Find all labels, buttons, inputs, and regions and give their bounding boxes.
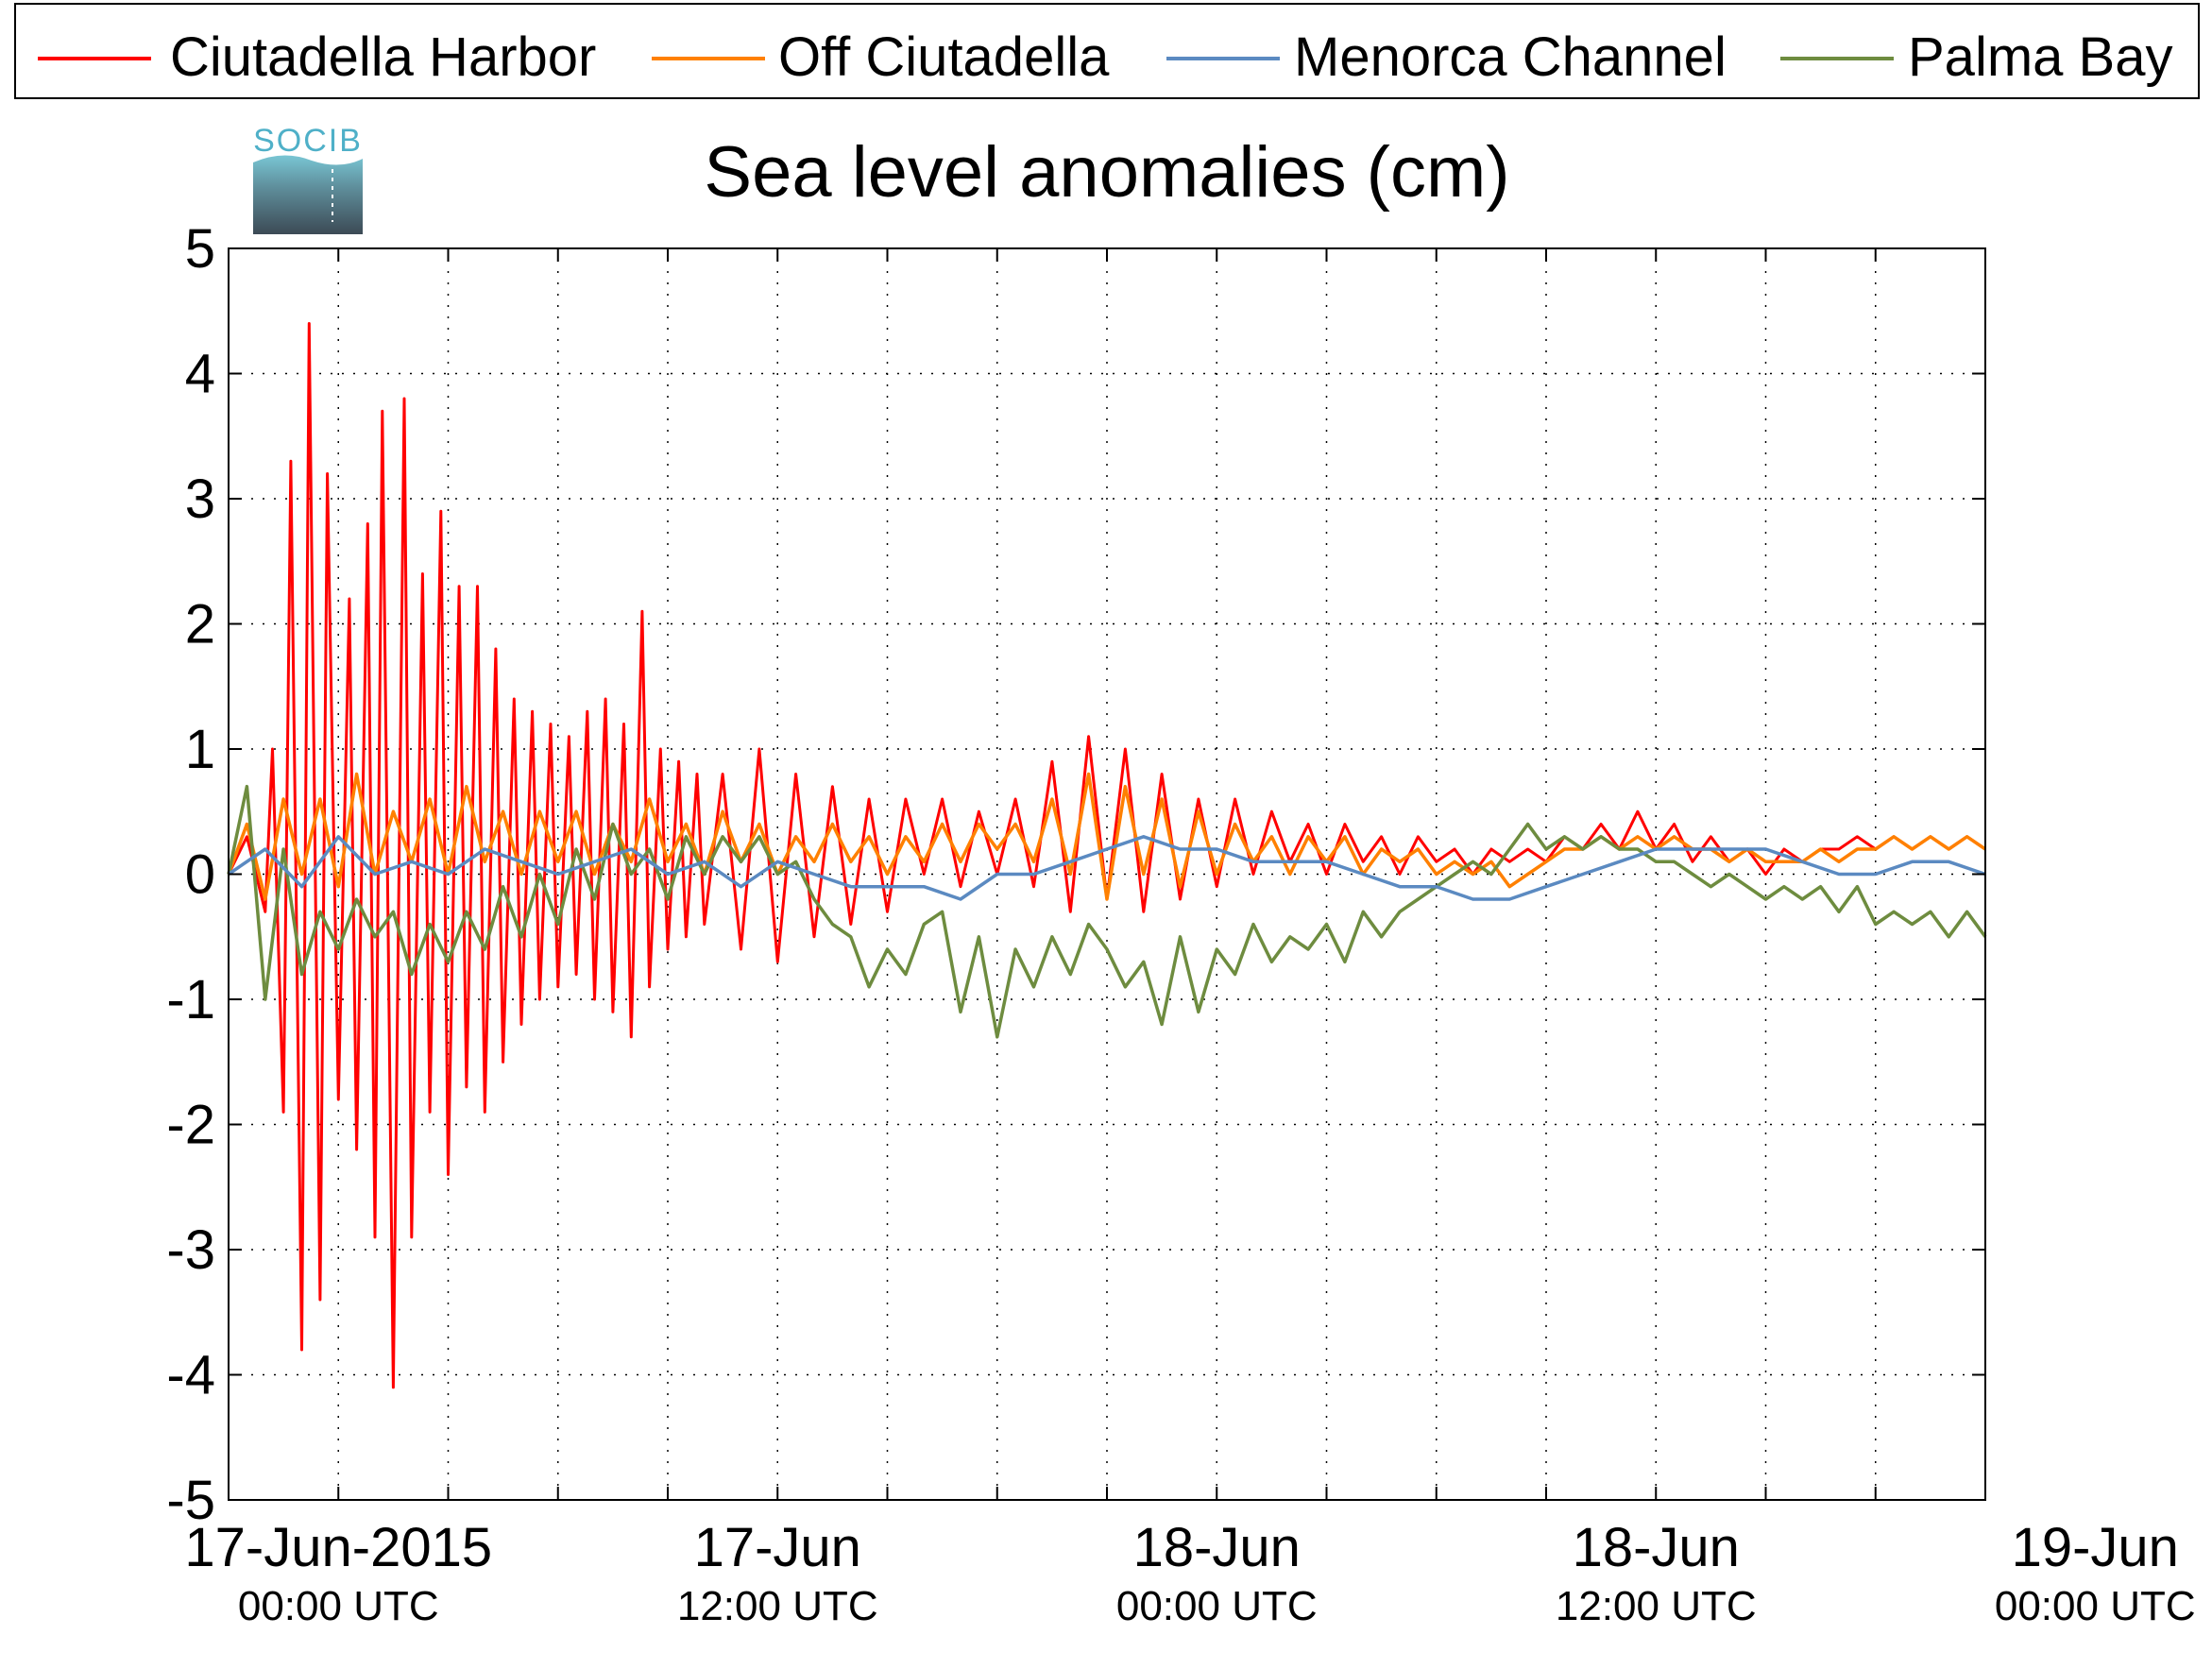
x-axis-tick-labels: 17-Jun-2015 00:00 UTC 17-Jun 12:00 UTC 18-Ju… [184, 1517, 2195, 1629]
chart-title: Sea level anomalies (cm) [704, 132, 1509, 213]
y-axis-tick-labels: -5 -4 -3 -2 -1 0 1 2 3 4 5 [166, 218, 215, 1531]
y-tick-label: 5 [185, 218, 215, 280]
plot-area-frame [228, 247, 1986, 1501]
y-tick-label: 2 [185, 594, 215, 656]
x-tick-label-time: 12:00 UTC [1556, 1583, 1757, 1629]
x-tick-label-date: 17-Jun [694, 1517, 861, 1578]
legend-label-menorca-channel: Menorca Channel [1294, 26, 1727, 88]
x-tick-label-time: 00:00 UTC [1995, 1583, 2196, 1629]
series-lines [227, 322, 1987, 1389]
x-tick-label-date: 18-Jun [1133, 1517, 1301, 1578]
y-tick-label: 0 [185, 844, 215, 906]
y-tick-label: -4 [166, 1345, 215, 1406]
x-tick-label-time: 12:00 UTC [677, 1583, 878, 1629]
x-tick-label-time: 00:00 UTC [238, 1583, 439, 1629]
y-tick-label: 4 [185, 344, 215, 405]
x-tick-label-date: 17-Jun-2015 [184, 1517, 492, 1578]
legend-label-palma-bay: Palma Bay [1908, 26, 2172, 88]
grid [229, 248, 1986, 1500]
legend-label-ciutadella-harbor: Ciutadella Harbor [170, 26, 596, 88]
axis-ticks [229, 247, 1986, 1501]
x-tick-label-date: 19-Jun [2012, 1517, 2179, 1578]
y-tick-label: 3 [185, 468, 215, 530]
socib-logo: SOCIB [253, 123, 363, 234]
y-tick-label: 1 [185, 719, 215, 780]
y-tick-label: -5 [166, 1470, 215, 1531]
legend-label-off-ciutadella: Off Ciutadella [778, 26, 1110, 88]
y-tick-label: -2 [166, 1095, 215, 1156]
y-tick-label: -1 [166, 969, 215, 1030]
x-tick-label-date: 18-Jun [1573, 1517, 1740, 1578]
series-line-palma-bay [227, 784, 1987, 1039]
legend-box [14, 3, 2200, 99]
x-tick-label-time: 00:00 UTC [1116, 1583, 1318, 1629]
socib-logo-text: SOCIB [253, 123, 363, 159]
legend: Ciutadella Harbor Off Ciutadella Menorca… [14, 3, 2200, 99]
y-tick-label: -3 [166, 1219, 215, 1281]
series-line-menorca-channel [228, 835, 1986, 901]
